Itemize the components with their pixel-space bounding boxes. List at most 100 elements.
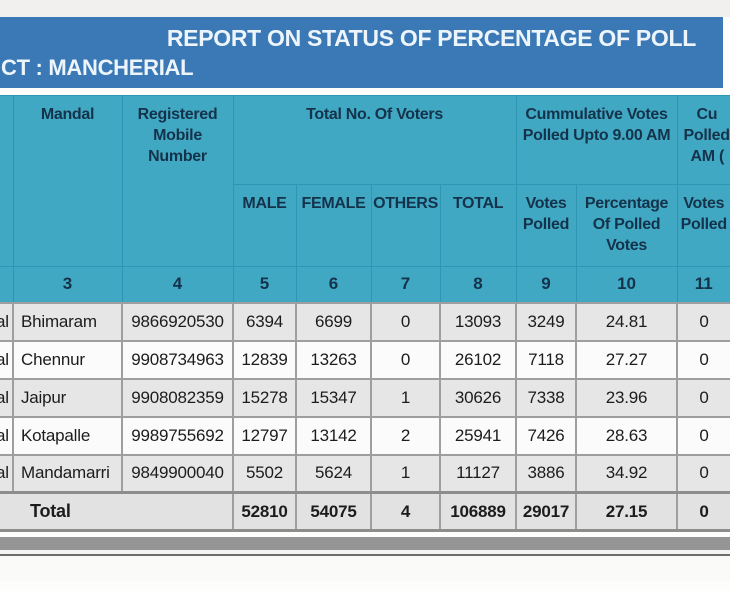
table-row-total: Total 52810 54075 4 106889 29017 27.15 0 <box>0 491 730 532</box>
cell-percentage: 24.81 <box>575 301 679 342</box>
total-percentage: 27.15 <box>575 491 679 532</box>
table-row-chennur: al Chennur 9908734963 12839 13263 0 2610… <box>0 339 730 380</box>
cell-votes-polled-2: 0 <box>676 377 730 418</box>
cell-others: 2 <box>370 415 441 456</box>
cell-percentage: 34.92 <box>575 453 679 494</box>
cell-mandal: Kotapalle <box>12 415 123 456</box>
cell-votes-polled: 3249 <box>515 301 578 342</box>
cell-others: 1 <box>370 377 441 418</box>
total-others: 4 <box>370 491 441 532</box>
cell-percentage: 27.27 <box>575 339 679 380</box>
scrollbar-gap <box>0 532 730 537</box>
column-number-8: 8 <box>439 266 517 303</box>
horizontal-scrollbar-thumb[interactable] <box>0 537 730 550</box>
page-title: REPORT ON STATUS OF PERCENTAGE OF POLL <box>166 25 696 51</box>
poll-status-table: Mandal Registered Mobile Number Total No… <box>0 95 730 532</box>
total-votes-polled-2: 0 <box>676 491 730 532</box>
sub-header-others: OTHERS <box>370 184 441 267</box>
cell-votes-polled: 7426 <box>515 415 578 456</box>
cell-percentage: 28.63 <box>575 415 679 456</box>
cell-votes-polled-2: 0 <box>676 339 730 380</box>
cell-mandal: Chennur <box>12 339 123 380</box>
sub-header-male: MALE <box>232 184 297 267</box>
bottom-area <box>0 532 730 581</box>
row-edge-fragment: al <box>0 301 14 342</box>
cell-others: 0 <box>370 301 441 342</box>
cutoff-header-line2: Polled <box>683 127 730 144</box>
column-number-4: 4 <box>121 266 234 303</box>
section-divider-line <box>0 554 730 556</box>
cutoff-header-line1: Cu <box>696 106 718 123</box>
column-number-3: 3 <box>12 266 123 303</box>
cell-total: 25941 <box>438 415 518 456</box>
col-header-mandal: Mandal <box>12 95 123 267</box>
cell-mandal: Bhimaram <box>12 301 123 342</box>
cell-votes-polled-2: 0 <box>676 453 730 494</box>
table-row-jaipur: al Jaipur 9908082359 15278 15347 1 30626… <box>0 377 730 418</box>
cell-others: 1 <box>370 453 441 494</box>
cell-mobile: 9908734963 <box>121 339 234 380</box>
sub-header-total: TOTAL <box>439 184 517 267</box>
row-edge-fragment: al <box>0 453 14 494</box>
cell-mandal: Jaipur <box>12 377 123 418</box>
column-number-5: 5 <box>232 266 297 303</box>
band-table-gap <box>0 88 730 95</box>
row-edge-fragment: al <box>0 377 14 418</box>
col-header-total-voters: Total No. Of Voters <box>232 95 517 185</box>
cell-female: 6699 <box>295 301 372 342</box>
table-row-bhimaram: al Bhimaram 9866920530 6394 6699 0 13093… <box>0 301 730 342</box>
cell-male: 15278 <box>232 377 297 418</box>
cell-male: 12839 <box>232 339 297 380</box>
cell-votes-polled: 7338 <box>515 377 578 418</box>
column-number-11: 11 <box>676 266 730 303</box>
table-row-mandamarri: al Mandamarri 9849900040 5502 5624 1 111… <box>0 453 730 494</box>
column-number-10: 10 <box>575 266 678 303</box>
cell-votes-polled-2: 0 <box>676 415 730 456</box>
sub-header-votes-polled: Votes Polled <box>515 184 577 267</box>
total-male: 52810 <box>232 491 297 532</box>
cell-mobile: 9989755692 <box>121 415 234 456</box>
cell-mobile: 9908082359 <box>121 377 234 418</box>
column-number-9: 9 <box>515 266 577 303</box>
cell-male: 12797 <box>232 415 297 456</box>
cell-percentage: 23.96 <box>575 377 679 418</box>
cell-votes-polled-2: 0 <box>676 301 730 342</box>
total-total: 106889 <box>438 491 518 532</box>
total-female: 54075 <box>295 491 372 532</box>
cell-mobile: 9849900040 <box>121 453 234 494</box>
row-edge-fragment: al <box>0 339 14 380</box>
district-label: CT : MANCHERIAL <box>1 55 194 80</box>
bottom-margin-strip <box>0 556 730 581</box>
cutoff-left-header-cell <box>0 95 14 267</box>
row-edge-fragment: al <box>0 415 14 456</box>
cell-female: 15347 <box>295 377 372 418</box>
table-row-kotapalle: al Kotapalle 9989755692 12797 13142 2 25… <box>0 415 730 456</box>
column-number-6: 6 <box>295 266 372 303</box>
col-header-cumulative-9am: Cummulative Votes Polled Upto 9.00 AM <box>515 95 678 185</box>
cell-female: 5624 <box>295 453 372 494</box>
cell-female: 13142 <box>295 415 372 456</box>
total-label: Total <box>0 491 234 532</box>
column-number-7: 7 <box>370 266 441 303</box>
cell-total: 13093 <box>438 301 518 342</box>
cell-male: 5502 <box>232 453 297 494</box>
cell-total: 30626 <box>438 377 518 418</box>
column-number-cutoff <box>0 266 14 303</box>
top-margin-strip <box>0 0 730 17</box>
col-header-registered-mobile: Registered Mobile Number <box>121 95 234 267</box>
cell-female: 13263 <box>295 339 372 380</box>
total-votes-polled: 29017 <box>515 491 578 532</box>
scrollbar-gap <box>0 550 730 554</box>
sub-header-row: MALE FEMALE OTHERS TOTAL Votes Polled Pe… <box>0 184 730 267</box>
sub-header-female: FEMALE <box>295 184 372 267</box>
col-header-cumulative-cutoff: Cu Polled AM ( <box>676 95 730 185</box>
cell-votes-polled: 7118 <box>515 339 578 380</box>
cell-total: 26102 <box>438 339 518 380</box>
cell-votes-polled: 3886 <box>515 453 578 494</box>
group-header-row: Mandal Registered Mobile Number Total No… <box>0 95 730 267</box>
cell-others: 0 <box>370 339 441 380</box>
cell-mandal: Mandamarri <box>12 453 123 494</box>
cell-total: 11127 <box>438 453 518 494</box>
cell-mobile: 9866920530 <box>121 301 234 342</box>
